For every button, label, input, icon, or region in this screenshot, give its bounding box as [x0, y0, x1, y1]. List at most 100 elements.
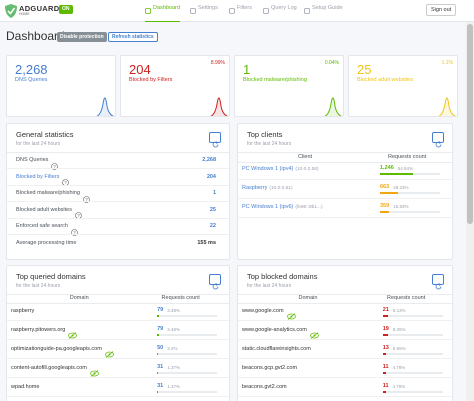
scrollbar-thumb[interactable] [467, 24, 473, 224]
domain-name[interactable]: content-autofill.googleapis.com [11, 365, 87, 371]
card-value: 25 [357, 62, 372, 77]
card-value: 2,268 [15, 62, 48, 77]
divider [238, 303, 452, 304]
row-divider [7, 184, 229, 186]
refresh-icon [212, 135, 219, 147]
card-percent: 8.99% [210, 60, 225, 66]
page-title: Dashboard [6, 29, 65, 43]
client-name[interactable]: Raspberry [242, 185, 268, 191]
nav-item[interactable]: Filters [229, 0, 252, 22]
row-divider [238, 358, 452, 359]
refresh-statistics-button[interactable]: Refresh statistics [108, 32, 158, 42]
nav-item[interactable]: Setup Guide [304, 0, 343, 22]
bar [380, 173, 413, 175]
bar-track [382, 372, 443, 374]
refresh-button[interactable] [209, 274, 221, 289]
row-divider [7, 358, 229, 359]
domain-count: 50 [157, 345, 164, 351]
logo-text: ADGUARD [19, 4, 60, 13]
domain-name[interactable]: optimizationguide-pa.googleapis.com [11, 346, 102, 352]
stat-row-label: Average processing time [16, 239, 77, 246]
domain-name[interactable]: www.google.com [242, 308, 284, 314]
domain-name[interactable]: beacons.gcp.gvt2.com [242, 365, 298, 371]
refresh-icon [435, 135, 442, 147]
panel-subtitle: for the last 24 hours [247, 283, 292, 289]
client-ip: (10.0.0.51) [269, 185, 293, 191]
sign-out-button[interactable]: Sign out [426, 4, 457, 16]
svg-text:?: ? [54, 164, 57, 169]
help-icon: ? [75, 206, 82, 219]
bar [157, 391, 158, 393]
domain-name[interactable]: static.cloudflareinsights.com [242, 346, 311, 352]
help-icon: ? [71, 223, 78, 236]
panel-title: Top blocked domains [247, 272, 318, 281]
bar [382, 315, 389, 317]
row-divider [238, 396, 452, 397]
row-divider [7, 217, 229, 219]
refresh-icon [212, 277, 219, 289]
panel-title: General statistics [16, 130, 74, 139]
client-percent: 54.94% [397, 165, 414, 171]
nav-icon [263, 5, 269, 14]
bar-track [157, 353, 218, 355]
stat-row-label: Enforced safe search [16, 223, 68, 229]
column-header: Requests count [388, 154, 427, 160]
bar-track [157, 334, 218, 336]
card-value: 204 [129, 62, 151, 77]
help-icon: ? [83, 190, 90, 203]
domain-percent: 4.78% [392, 364, 406, 370]
domain-name[interactable]: www.google-analytics.com [242, 327, 307, 333]
bar [382, 353, 387, 355]
domain-percent: 3.48% [167, 326, 180, 332]
client-name[interactable]: PC Windows 1 (ipv6) [242, 204, 294, 210]
card-label: DNS Queries [15, 77, 48, 83]
nav-item[interactable]: Dashboard [145, 0, 180, 22]
panel-subtitle: for the last 24 hours [16, 283, 61, 289]
bar [380, 211, 390, 213]
nav-item[interactable]: Settings [190, 0, 218, 22]
logo-shield [5, 4, 17, 18]
row-divider [238, 377, 452, 378]
nav-icon [145, 5, 151, 14]
bar-track [382, 315, 443, 317]
disable-protection-button[interactable]: Disable protection [57, 32, 107, 42]
stat-row-value: 25 [209, 206, 216, 213]
bar-track [157, 391, 218, 393]
panel-subtitle: for the last 24 hours [16, 141, 61, 147]
refresh-button[interactable] [432, 132, 444, 147]
panel-title: Top queried domains [16, 272, 86, 281]
domain-name[interactable]: raspberry [11, 308, 35, 314]
nav-icon [304, 5, 310, 14]
row-divider [7, 377, 229, 378]
domain-percent: 5.65% [392, 345, 406, 351]
refresh-button[interactable] [432, 274, 444, 289]
panel-title: Top clients [247, 130, 283, 139]
bar-track [380, 192, 440, 194]
domain-name[interactable]: raspberry.pitowers.org [11, 327, 66, 333]
nav-icon [229, 5, 235, 14]
client-percent: 29.23% [393, 184, 409, 190]
bar [382, 372, 386, 374]
domain-name[interactable]: wpad.home [11, 384, 40, 390]
hide-icon [104, 345, 114, 358]
column-header: Client [298, 154, 313, 160]
divider [238, 162, 452, 163]
client-count: 359 [380, 203, 390, 209]
bar [157, 372, 158, 374]
row-divider [238, 217, 452, 218]
bar [157, 315, 160, 317]
client-ip: (fe80::8b1...) [295, 204, 323, 210]
nav-item[interactable]: Query Log [263, 0, 297, 22]
stat-row-value: 22 [209, 223, 216, 229]
domain-percent: 2.2% [167, 345, 178, 351]
svg-text:?: ? [77, 213, 80, 218]
bar-track [380, 211, 440, 213]
sparkline [235, 86, 343, 116]
refresh-button[interactable] [209, 132, 221, 147]
client-name[interactable]: PC Windows 1 (ipv4) [242, 166, 294, 172]
refresh-icon [435, 277, 442, 289]
domain-name[interactable]: beacons.gvt2.com [242, 384, 287, 390]
panel: Top queried domains for the last 24 hours… [6, 265, 230, 401]
card-label: Blocked malware/phishing [243, 77, 307, 83]
